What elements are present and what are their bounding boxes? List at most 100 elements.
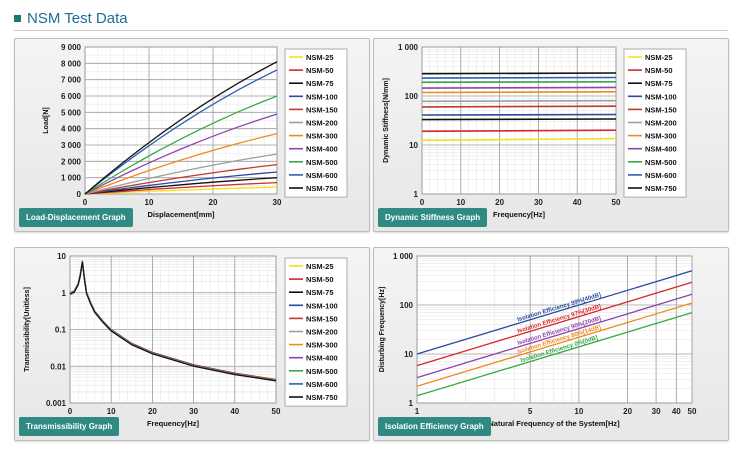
x-tick-label: 1 (415, 407, 420, 416)
x-tick-label: 20 (148, 407, 157, 416)
y-tick-label: 1 (414, 190, 419, 199)
series-line-isolation-efficiency-0-0db- (416, 311, 693, 397)
series-line-isolation-efficiency-80-14db- (416, 302, 693, 387)
legend-label: NSM-600 (645, 171, 677, 180)
legend-label: NSM-200 (645, 119, 677, 128)
legend-label: NSM-150 (306, 314, 338, 323)
series-line-nsm-150 (84, 163, 278, 195)
series-line-nsm-50 (84, 181, 278, 195)
transmissibility-panel: 0.001 0.01 0.1 1 10 0 10 20 30 40 50 Frequency[Hz] T… (14, 247, 370, 441)
legend-label: NSM-75 (645, 79, 673, 88)
x-tick-label: 20 (495, 198, 504, 207)
x-tick-label: 40 (672, 407, 681, 416)
series-line-nsm-25 (84, 186, 278, 195)
series-line-nsm-500 (421, 81, 617, 84)
y-tick-label: 2 000 (61, 157, 82, 166)
load-displacement-panel: 0 1 000 2 000 3 000 4 000 5 000 6 000 7 000 8 00… (14, 38, 370, 232)
series-line-nsm-600 (421, 76, 617, 79)
x-tick-label: 0 (68, 407, 73, 416)
load-displacement-badge: Load-Displacement Graph (19, 208, 133, 227)
x-tick-label: 30 (189, 407, 198, 416)
dynamic-stiffness-chart: 1 10 100 1 000 0 10 20 30 40 50 Frequency[Hz] Dynam… (383, 43, 687, 219)
legend-label: NSM-75 (306, 288, 334, 297)
x-tick-label: 10 (574, 407, 583, 416)
series-line-nsm-300 (421, 91, 617, 94)
legend-label: NSM-200 (306, 119, 338, 128)
x-tick-label: 30 (273, 198, 282, 207)
title-divider (14, 30, 728, 31)
series-line-isolation-efficiency-90-20db- (416, 293, 693, 379)
series-line-nsm-200 (421, 99, 617, 103)
y-tick-label: 10 (57, 252, 66, 261)
transmissibility-chart: 0.001 0.01 0.1 1 10 0 10 20 30 40 50 Frequency[Hz] T… (24, 252, 348, 428)
y-tick-label: 1 000 (393, 252, 414, 261)
legend-label: NSM-50 (306, 275, 334, 284)
x-tick-label: 10 (456, 198, 465, 207)
series-line-nsm-100 (421, 113, 617, 116)
legend-label: NSM-500 (306, 158, 338, 167)
legend-label: NSM-400 (306, 354, 338, 363)
y-tick-label: 1 (62, 289, 67, 298)
y-tick-label: 0.1 (55, 326, 67, 335)
series-line-isolation-efficiency-97-30db- (416, 281, 693, 367)
y-tick-label: 4 000 (61, 125, 82, 134)
legend-label: NSM-200 (306, 328, 338, 337)
legend-label: NSM-300 (306, 341, 338, 350)
page-header: NSM Test Data (14, 8, 128, 28)
series-line-nsm-600 (84, 69, 278, 195)
series-line-nsm-400 (84, 113, 278, 195)
plot-area (416, 255, 693, 404)
y-tick-label: 100 (405, 92, 419, 101)
y-tick-label: 7 000 (61, 76, 82, 85)
y-tick-label: 5 000 (61, 108, 82, 117)
page-title: NSM Test Data (27, 9, 128, 27)
y-tick-label: 0 (77, 190, 82, 199)
legend-label: NSM-300 (645, 132, 677, 141)
x-tick-label: 40 (230, 407, 239, 416)
series-line-isolation-efficiency-99-40db- (416, 270, 693, 355)
series-line-nsm-25 (421, 137, 617, 142)
legend-label: NSM-600 (306, 380, 338, 389)
series-line-nsm-750 (69, 262, 277, 382)
series-line-nsm-75 (84, 177, 278, 195)
legend-label: NSM-750 (306, 393, 338, 402)
load-displacement-chart: 0 1 000 2 000 3 000 4 000 5 000 6 000 7 000 8 00… (43, 43, 348, 219)
y-tick-label: 1 000 (61, 174, 82, 183)
dynamic-stiffness-badge: Dynamic Stiffness Graph (378, 208, 488, 227)
x-tick-label: 10 (107, 407, 116, 416)
series-line-nsm-500 (84, 95, 278, 195)
y-tick-label: 100 (400, 301, 414, 310)
legend-label: NSM-100 (306, 301, 338, 310)
isolation-efficiency-badge: Isolation Efficiency Graph (378, 417, 491, 436)
legend-label: NSM-150 (645, 105, 677, 114)
y-tick-label: 0.001 (46, 399, 67, 408)
x-tick-label: 50 (688, 407, 697, 416)
x-tick-label: 0 (420, 198, 425, 207)
x-tick-label: 30 (652, 407, 661, 416)
legend-label: NSM-300 (306, 132, 338, 141)
legend-label: NSM-150 (306, 105, 338, 114)
y-tick-label: 1 000 (398, 43, 419, 52)
series-line-nsm-400 (421, 86, 617, 89)
transmissibility-badge: Transmissibility Graph (19, 417, 120, 436)
x-tick-label: 5 (528, 407, 533, 416)
series-line-nsm-300 (84, 132, 278, 195)
x-tick-label: 20 (209, 198, 218, 207)
legend-label: NSM-600 (306, 171, 338, 180)
legend-label: NSM-25 (306, 262, 334, 271)
legend-label: NSM-25 (306, 53, 334, 62)
legend-label: NSM-50 (306, 66, 334, 75)
x-tick-label: 50 (272, 407, 281, 416)
plot-area (421, 46, 617, 195)
y-tick-label: 6 000 (61, 92, 82, 101)
y-tick-label: 10 (404, 350, 413, 359)
y-tick-label: 8 000 (61, 59, 82, 68)
legend-label: NSM-500 (306, 367, 338, 376)
y-tick-label: 10 (409, 141, 418, 150)
y-axis-label: Transmissibility[Unitless] (24, 287, 31, 372)
legend-label: NSM-100 (645, 92, 677, 101)
y-tick-label: 9 000 (61, 43, 82, 52)
title-bullet-icon (14, 14, 21, 22)
legend-label: NSM-400 (645, 145, 677, 154)
dynamic-stiffness-panel: 1 10 100 1 000 0 10 20 30 40 50 Frequency[Hz] Dynam… (373, 38, 729, 232)
